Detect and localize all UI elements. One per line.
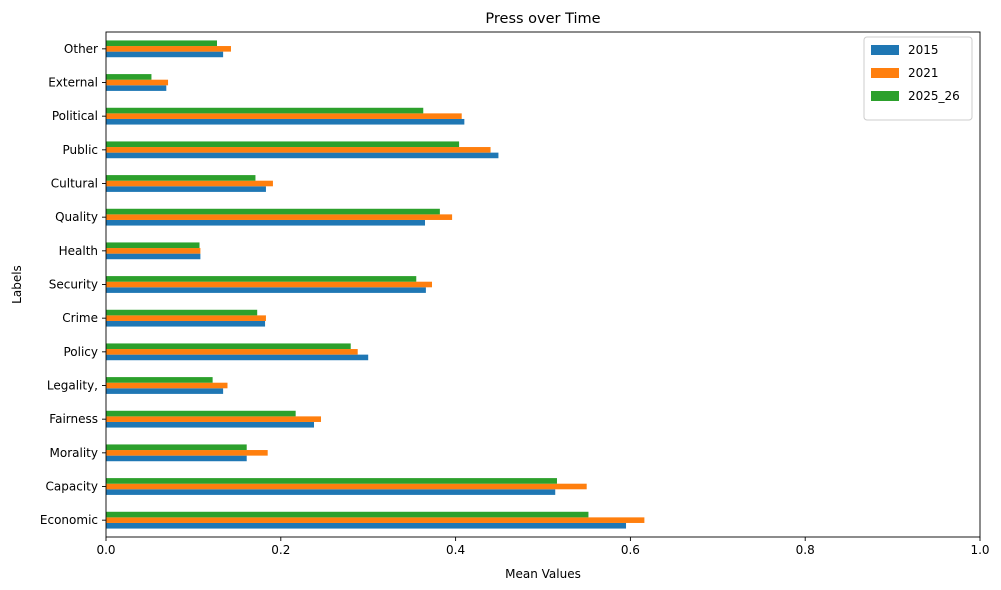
bar-2015-capacity — [106, 489, 556, 495]
bar-2015-economic — [106, 522, 627, 529]
bar-2021-capacity — [106, 483, 587, 490]
bar-2025_26-cultural — [106, 175, 256, 181]
y-tick-label: Health — [59, 244, 98, 258]
bar-2021-crime — [106, 315, 266, 321]
y-tick-label: Legality, — [47, 379, 98, 393]
bar-2025_26-fairness — [106, 410, 296, 417]
bar-2021-security — [106, 281, 433, 288]
bar-2021-economic — [106, 517, 645, 523]
bar-2021-cultural — [106, 180, 273, 187]
chart-title: Press over Time — [485, 11, 600, 27]
bar-2021-quality — [106, 214, 453, 220]
bar-2015-political — [106, 118, 465, 125]
bar-2025_26-political — [106, 107, 424, 114]
x-axis-title: Mean Values — [505, 567, 581, 581]
y-tick-label: Political — [52, 109, 98, 123]
bar-2021-other — [106, 46, 231, 52]
y-tick-label: Other — [64, 42, 98, 56]
legend-swatch — [871, 91, 899, 101]
y-tick-label: Fairness — [49, 412, 98, 426]
x-tick-label: 1.0 — [970, 543, 989, 557]
bar-2025_26-other — [106, 40, 217, 47]
y-tick-label: Policy — [63, 345, 98, 359]
bar-2015-fairness — [106, 421, 315, 428]
legend: 2015 2021 2025_26 — [863, 36, 973, 121]
y-tick-label: Crime — [62, 311, 98, 325]
y-axis-title: Labels — [10, 265, 24, 304]
x-tick-label: 0.2 — [271, 543, 290, 557]
bar-2015-health — [106, 253, 201, 260]
bar-2025_26-health — [106, 242, 200, 249]
legend-swatch — [871, 45, 899, 55]
bar-2025_26-economic — [106, 511, 589, 518]
bars-layer — [106, 40, 645, 529]
bar-2021-policy — [106, 349, 358, 355]
bar-2015-morality — [106, 455, 247, 462]
y-tick-label: Quality — [55, 210, 98, 224]
bar-2025_26-quality — [106, 208, 440, 215]
x-tick-label: 0.6 — [621, 543, 640, 557]
x-tick-label: 0.0 — [96, 543, 115, 557]
bar-2025_26-policy — [106, 343, 351, 350]
legend-label: 2025_26 — [908, 89, 960, 103]
bar-2025_26-external — [106, 74, 152, 80]
legend-label: 2015 — [908, 43, 939, 57]
y-tick-label: Economic — [40, 513, 98, 527]
bar-2021-fairness — [106, 416, 322, 422]
bar-2025_26-morality — [106, 444, 247, 451]
bar-2015-external — [106, 85, 167, 91]
bar-2015-legality — [106, 388, 224, 394]
bar-2021-external — [106, 79, 169, 86]
legend-swatch — [871, 68, 899, 78]
x-tick-label: 0.8 — [796, 543, 815, 557]
bar-2025_26-security — [106, 276, 417, 282]
legend-label: 2021 — [908, 66, 939, 80]
bar-2015-quality — [106, 219, 426, 226]
x-tick-label: 0.4 — [446, 543, 465, 557]
bar-2021-morality — [106, 450, 268, 456]
bar-2021-health — [106, 248, 201, 254]
bar-2025_26-public — [106, 141, 460, 148]
bar-2021-legality — [106, 382, 228, 389]
axes-layer: 0.0 0.2 0.4 0.6 0.8 1.0 Economic Capacity Morali… — [40, 31, 990, 557]
bar-2015-crime — [106, 320, 266, 327]
y-tick-label: Public — [62, 143, 98, 157]
bar-2025_26-legality — [106, 377, 213, 383]
bar-2015-other — [106, 51, 224, 58]
bar-2025_26-capacity — [106, 478, 557, 484]
bar-2015-security — [106, 287, 426, 293]
y-tick-label: Morality — [50, 446, 98, 460]
bar-2015-public — [106, 152, 499, 159]
y-tick-label: Cultural — [51, 177, 98, 191]
bar-2015-cultural — [106, 186, 266, 192]
y-tick-label: External — [48, 76, 98, 90]
bar-2025_26-crime — [106, 309, 258, 316]
y-tick-label: Security — [49, 278, 98, 292]
bar-2015-policy — [106, 354, 369, 361]
y-tick-label: Capacity — [46, 480, 98, 494]
bar-2021-public — [106, 147, 491, 153]
bar-2021-political — [106, 113, 462, 119]
